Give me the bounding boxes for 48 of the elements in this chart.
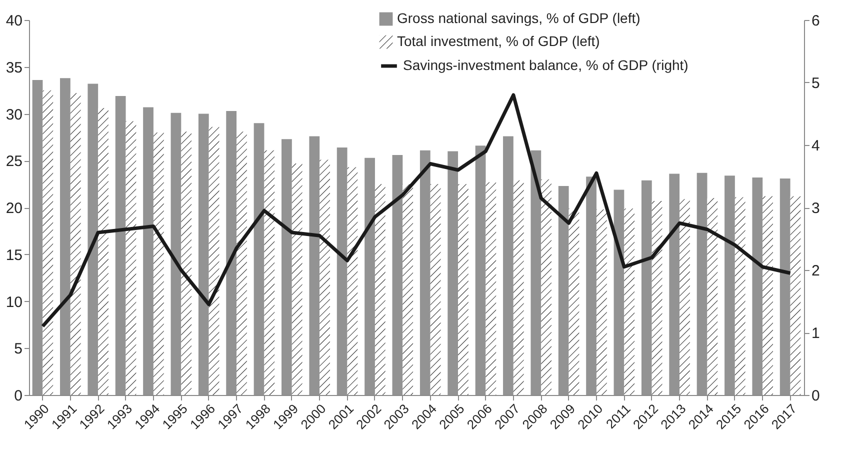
y-tick-label: 20 [6, 200, 22, 217]
y2-tick-label: 5 [812, 75, 820, 92]
y2-tick-label: 4 [812, 138, 820, 154]
y-tick-label: 40 [6, 12, 22, 30]
bar [347, 167, 358, 395]
bar [513, 180, 524, 395]
bar [98, 108, 108, 395]
bar [374, 184, 386, 395]
bar [790, 196, 801, 395]
bar [596, 209, 607, 395]
bar [652, 200, 662, 395]
bar [568, 208, 580, 395]
y-tick-label: 35 [6, 59, 22, 76]
bar [126, 121, 136, 395]
y2-tick-label: 3 [812, 200, 820, 217]
bar [42, 90, 54, 395]
legend-label: Gross national savings, % of GDP (left) [397, 10, 640, 26]
y2-tick-label: 1 [812, 325, 820, 342]
bar [734, 197, 746, 395]
y2-tick-label: 6 [812, 12, 820, 30]
bar [320, 160, 330, 395]
bar [292, 163, 302, 395]
y-tick-label: 10 [6, 294, 22, 311]
y2-tick-label: 0 [812, 388, 820, 404]
y-tick-label: 0 [14, 388, 22, 404]
bar [707, 198, 718, 395]
line-series [40, 93, 792, 328]
y-tick-label: 15 [6, 246, 22, 264]
y-tick-label: 30 [6, 106, 22, 124]
y2-tick-label: 2 [812, 262, 820, 280]
bar [264, 150, 275, 395]
bar [236, 132, 247, 395]
bar [680, 199, 690, 395]
bar [624, 208, 635, 395]
bar [762, 196, 773, 395]
bar [181, 132, 192, 395]
bar [486, 182, 496, 395]
bar [402, 184, 414, 395]
bar [70, 93, 81, 395]
y-tick-label: 5 [14, 340, 22, 358]
legend-label: Total investment, % of GDP (left) [397, 33, 600, 49]
y-tick-label: 25 [6, 153, 22, 170]
bar [458, 184, 468, 395]
bar [208, 126, 220, 395]
bar [430, 184, 441, 395]
bar [541, 179, 552, 395]
legend-label: Savings-investment balance, % of GDP (right) [403, 57, 688, 73]
bar [153, 132, 164, 395]
